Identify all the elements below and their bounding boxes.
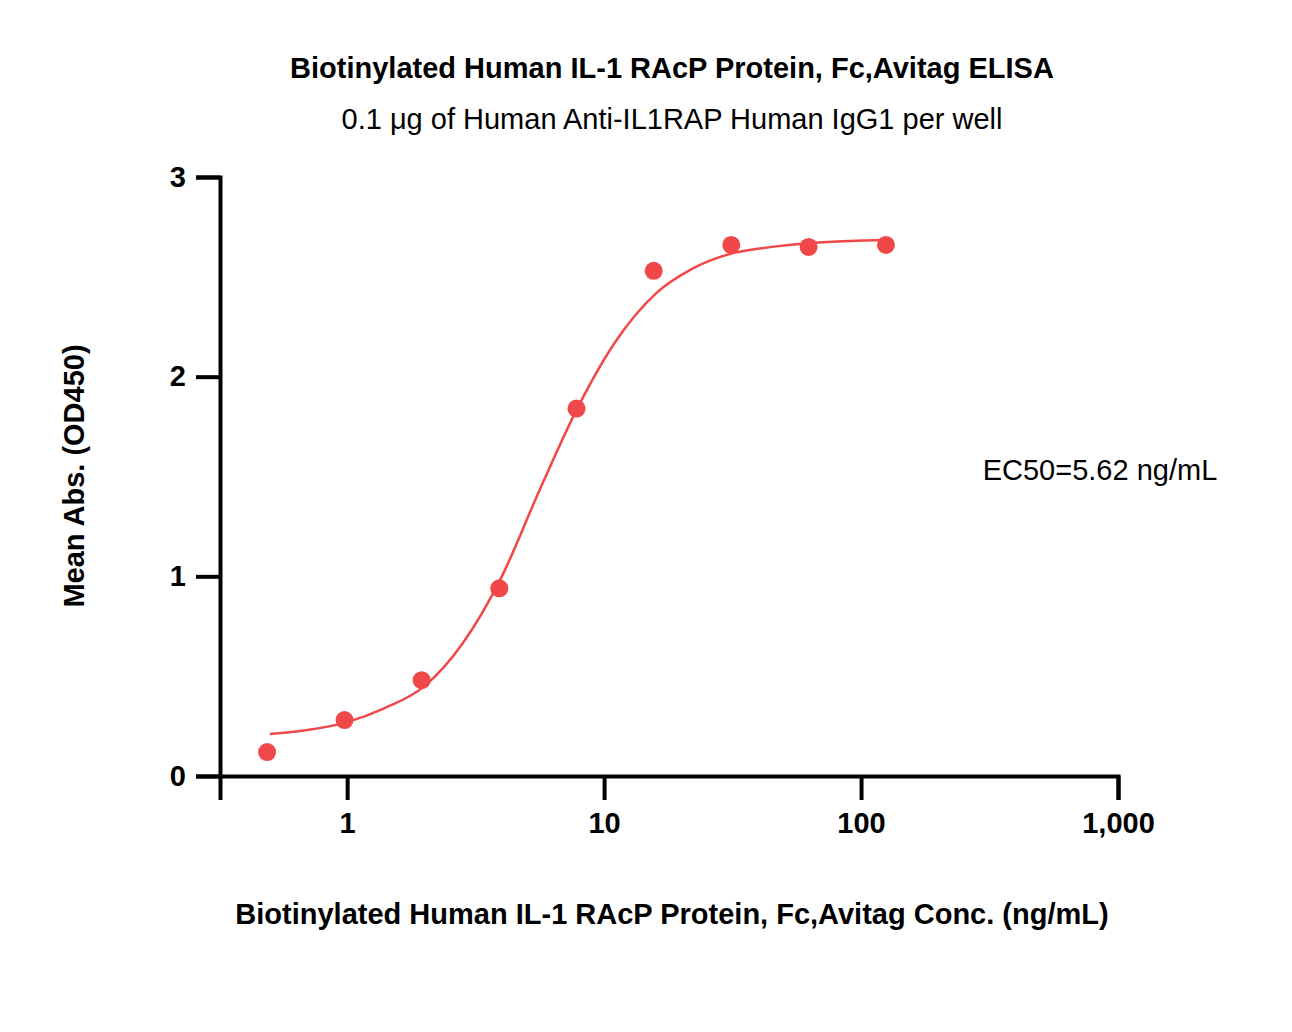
y-tick-label: 2 (170, 360, 186, 392)
y-tick-label: 3 (170, 161, 186, 193)
x-tick-label: 10 (588, 807, 620, 839)
x-tick-mark (1117, 776, 1121, 800)
y-tick: 3 (170, 161, 220, 193)
y-tick: 1 (170, 560, 220, 592)
y-axis-title: Mean Abs. (OD450) (58, 344, 90, 607)
x-axis: 1 10 100 1,000 (221, 776, 1155, 839)
y-tick-mark (196, 575, 220, 579)
title: Biotinylated Human IL-1 RAcP Protein, Fc… (290, 52, 1054, 84)
x-axis-title: Biotinylated Human IL-1 RAcP Protein, Fc… (235, 898, 1108, 930)
x-tick: 100 (837, 776, 885, 839)
data-point (413, 671, 431, 689)
x-tick-mark (860, 776, 864, 800)
y-tick: 2 (170, 360, 220, 392)
y-axis: 0 1 2 3 (170, 161, 221, 792)
y-axis-line (196, 178, 221, 777)
y-tick-label: 0 (170, 760, 186, 792)
chart: Biotinylated Human IL-1 RAcP Protein, Fc… (0, 0, 1292, 1032)
data-point (800, 238, 818, 256)
x-tick-mark (603, 776, 607, 800)
y-tick-label: 1 (170, 560, 186, 592)
y-tick-mark (196, 176, 220, 180)
x-tick: 10 (588, 776, 620, 839)
data-point (258, 743, 276, 761)
x-tick-label: 1 (340, 807, 356, 839)
x-tick: 1 (340, 776, 356, 839)
x-tick-mark (346, 776, 350, 800)
subtitle: 0.1 μg of Human Anti-IL1RAP Human IgG1 p… (342, 103, 1003, 135)
y-tick-mark (196, 775, 220, 779)
annotation: EC50=5.62 ng/mL (983, 454, 1218, 486)
x-axis-line (221, 777, 1119, 801)
x-tick: 1,000 (1082, 776, 1155, 839)
x-tick-label: 100 (837, 807, 885, 839)
data-point (645, 262, 663, 280)
y-tick-mark (196, 375, 220, 379)
fit-curve (270, 240, 886, 734)
y-tick: 0 (170, 760, 220, 792)
plot-area (258, 236, 895, 761)
data-point (877, 236, 895, 254)
x-tick-label: 1,000 (1082, 807, 1155, 839)
